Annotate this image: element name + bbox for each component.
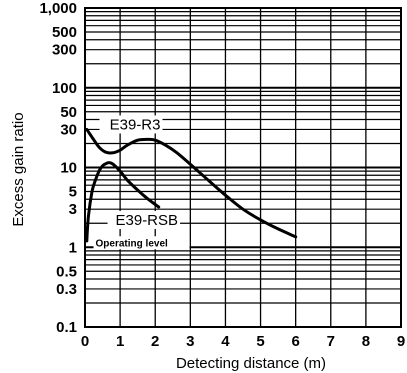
- series-line-e39-r3: [85, 127, 298, 239]
- series-label-bg: [99, 115, 163, 134]
- x-tick-label: 4: [221, 333, 230, 350]
- y-tick-label: 10: [60, 160, 77, 177]
- x-tick-label: 1: [116, 333, 124, 350]
- y-tick-label: 3: [69, 201, 77, 218]
- series-label-bg: [107, 211, 181, 230]
- plot-frame: [84, 7, 402, 328]
- x-tick-label: 9: [397, 333, 405, 350]
- x-tick-label: 0: [81, 333, 89, 350]
- y-tick-label: 1: [69, 239, 77, 256]
- x-tick-label: 7: [327, 333, 335, 350]
- x-tick-label: 6: [291, 333, 299, 350]
- y-tick-label: 300: [52, 42, 77, 59]
- x-tick-labels: 0 1 2 3 4 5 6 7 8 9: [81, 333, 405, 350]
- y-tick-label: 30: [60, 121, 77, 138]
- x-tick-label: 8: [362, 333, 370, 350]
- series-label-e39-r3: E39-R3: [110, 116, 161, 133]
- x-axis-label: Detecting distance (m): [176, 355, 326, 372]
- y-tick-label: 500: [52, 24, 77, 41]
- x-tick-label: 3: [186, 333, 194, 350]
- y-tick-label: 100: [52, 80, 77, 97]
- series-labels: E39-R3 E39-RSB Operating level: [93, 115, 190, 250]
- y-axis-label: Excess gain ratio: [10, 112, 27, 226]
- series-label-e39-rsb: E39-RSB: [116, 212, 179, 229]
- y-tick-label: 0.3: [56, 281, 77, 298]
- y-tick-label: 5: [69, 184, 77, 201]
- y-tick-label: 1,000: [39, 0, 77, 17]
- y-tick-label: 0.1: [56, 319, 77, 336]
- x-tick-label: 5: [256, 333, 264, 350]
- x-tick-label: 2: [151, 333, 159, 350]
- operating-level-label: Operating level: [96, 238, 168, 249]
- grid-lines: [85, 8, 401, 327]
- series-line-e39-rsb: [85, 161, 161, 243]
- y-tick-label: 0.5: [56, 263, 77, 280]
- series-lines: [85, 127, 298, 243]
- y-tick-label: 50: [60, 104, 77, 121]
- operating-level-bg: [93, 236, 190, 250]
